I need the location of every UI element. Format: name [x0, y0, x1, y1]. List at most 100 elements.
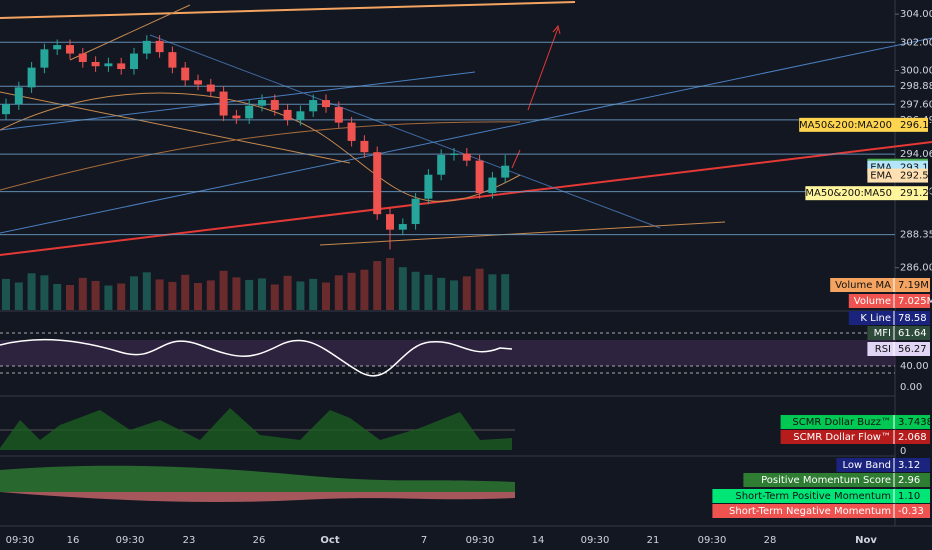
moving-average	[0, 92, 521, 202]
candle-body	[206, 84, 215, 92]
candle-body	[501, 165, 510, 178]
x-tick-label: 14	[532, 535, 545, 546]
price-tag-box	[799, 117, 928, 132]
momentum-negative	[0, 492, 515, 503]
candle-body	[347, 122, 356, 141]
indicator-tag-name: Volume	[854, 296, 891, 307]
x-tick-label: 09:30	[6, 535, 35, 546]
indicator-tag-label: 2.96	[898, 475, 920, 486]
level-label: 302.00	[900, 37, 932, 48]
volume-bar	[386, 258, 394, 310]
indicator-tag-name: MFI	[874, 328, 891, 339]
y-tick-label: 286.00	[900, 263, 932, 274]
indicator-tag-label: -0.33	[898, 506, 924, 517]
indicator-tag-name: Low Band	[842, 460, 891, 471]
x-tick-label: 7	[421, 535, 427, 546]
indicator-tag-label: 61.64	[898, 328, 927, 339]
volume-bar	[373, 261, 382, 310]
volume-bar	[398, 267, 407, 310]
candle-body	[270, 100, 279, 110]
volume-bar	[424, 274, 433, 310]
indicator-tag-box	[743, 473, 930, 487]
indicator-tag-box	[712, 504, 930, 518]
volume-bar	[283, 275, 292, 310]
indicator-tag-box	[848, 294, 930, 308]
x-tick-label: 16	[67, 535, 80, 546]
y-tick-label: 300.00	[900, 65, 932, 76]
indicator-tag-box	[836, 458, 930, 472]
candle-body	[117, 63, 126, 70]
indicator-tag-label: 7.025M	[898, 296, 932, 307]
indicator-tag-label: 3.7438	[898, 417, 932, 428]
trend-line	[319, 221, 726, 246]
volume-bar	[360, 269, 369, 310]
x-tick-label: Oct	[320, 535, 339, 546]
candle-body	[181, 67, 190, 81]
indicator-tag-name: SCMR Dollar Buzz™	[792, 417, 891, 428]
volume-bar	[501, 274, 510, 310]
volume-bar	[334, 275, 343, 310]
volume-bar	[27, 273, 36, 310]
candle-body	[398, 224, 407, 230]
trend-line	[149, 34, 661, 229]
volume-bar	[450, 280, 458, 310]
price-tag-label: 293.10	[900, 163, 932, 174]
volume-bar	[104, 285, 113, 310]
candle-body	[475, 160, 484, 194]
indicator-tag-box	[830, 278, 930, 292]
volume-bar	[91, 280, 100, 310]
volume-bar	[219, 270, 228, 310]
volume-bar	[437, 277, 446, 310]
candle-body	[27, 67, 36, 88]
rsi-band	[0, 340, 895, 366]
price-tag-name: MA50&200:MA200	[799, 120, 892, 131]
volume-bar	[142, 272, 151, 310]
price-tag-label: 291.29	[900, 188, 932, 199]
candle-body	[142, 40, 151, 54]
candle-body	[91, 62, 100, 67]
candle-body	[168, 52, 177, 68]
volume-bar	[66, 285, 74, 310]
x-tick-label: Nov	[855, 535, 877, 546]
candle-body	[155, 40, 164, 53]
x-tick-label: 21	[647, 535, 660, 546]
arrow	[527, 27, 559, 111]
volume-bar	[411, 271, 420, 310]
trend-line	[0, 37, 932, 234]
x-tick-label: 28	[764, 535, 777, 546]
x-tick-label: 09:30	[581, 535, 610, 546]
candle-body	[360, 140, 369, 153]
x-tick-label: 23	[183, 535, 196, 546]
volume-bar	[194, 282, 202, 310]
candle-body	[437, 155, 446, 175]
volume-bar	[475, 268, 484, 310]
candle-body	[66, 45, 74, 54]
price-tag-label: 296.14	[900, 120, 932, 131]
price-tag-box	[867, 168, 928, 183]
volume-bar	[347, 272, 356, 310]
volume-bar	[462, 276, 471, 310]
price-tag-name: EMA	[870, 163, 892, 174]
candle-body	[14, 87, 23, 105]
indicator-tag-box	[780, 415, 930, 429]
candle-body	[373, 152, 382, 215]
k-line	[0, 338, 513, 377]
indicator-tag-name: K Line	[860, 313, 891, 324]
volume-bar	[130, 276, 138, 310]
candle-body	[194, 80, 202, 85]
x-tick-label: 09:30	[698, 535, 727, 546]
indicator-tag-label: 3.12	[898, 460, 920, 471]
volume-bar	[53, 284, 62, 310]
volume-bar	[168, 281, 177, 310]
x-tick-label: 26	[253, 535, 266, 546]
level-label: 297.60	[900, 99, 932, 110]
pane-tick-label: 0.00	[900, 382, 922, 393]
candle-body	[53, 45, 62, 50]
indicator-tag-label: 78.58	[898, 313, 927, 324]
candle-body	[78, 53, 87, 62]
candle-body	[283, 109, 292, 120]
candle-body	[411, 198, 420, 225]
candle-body	[40, 49, 49, 68]
candle-body	[258, 100, 266, 106]
